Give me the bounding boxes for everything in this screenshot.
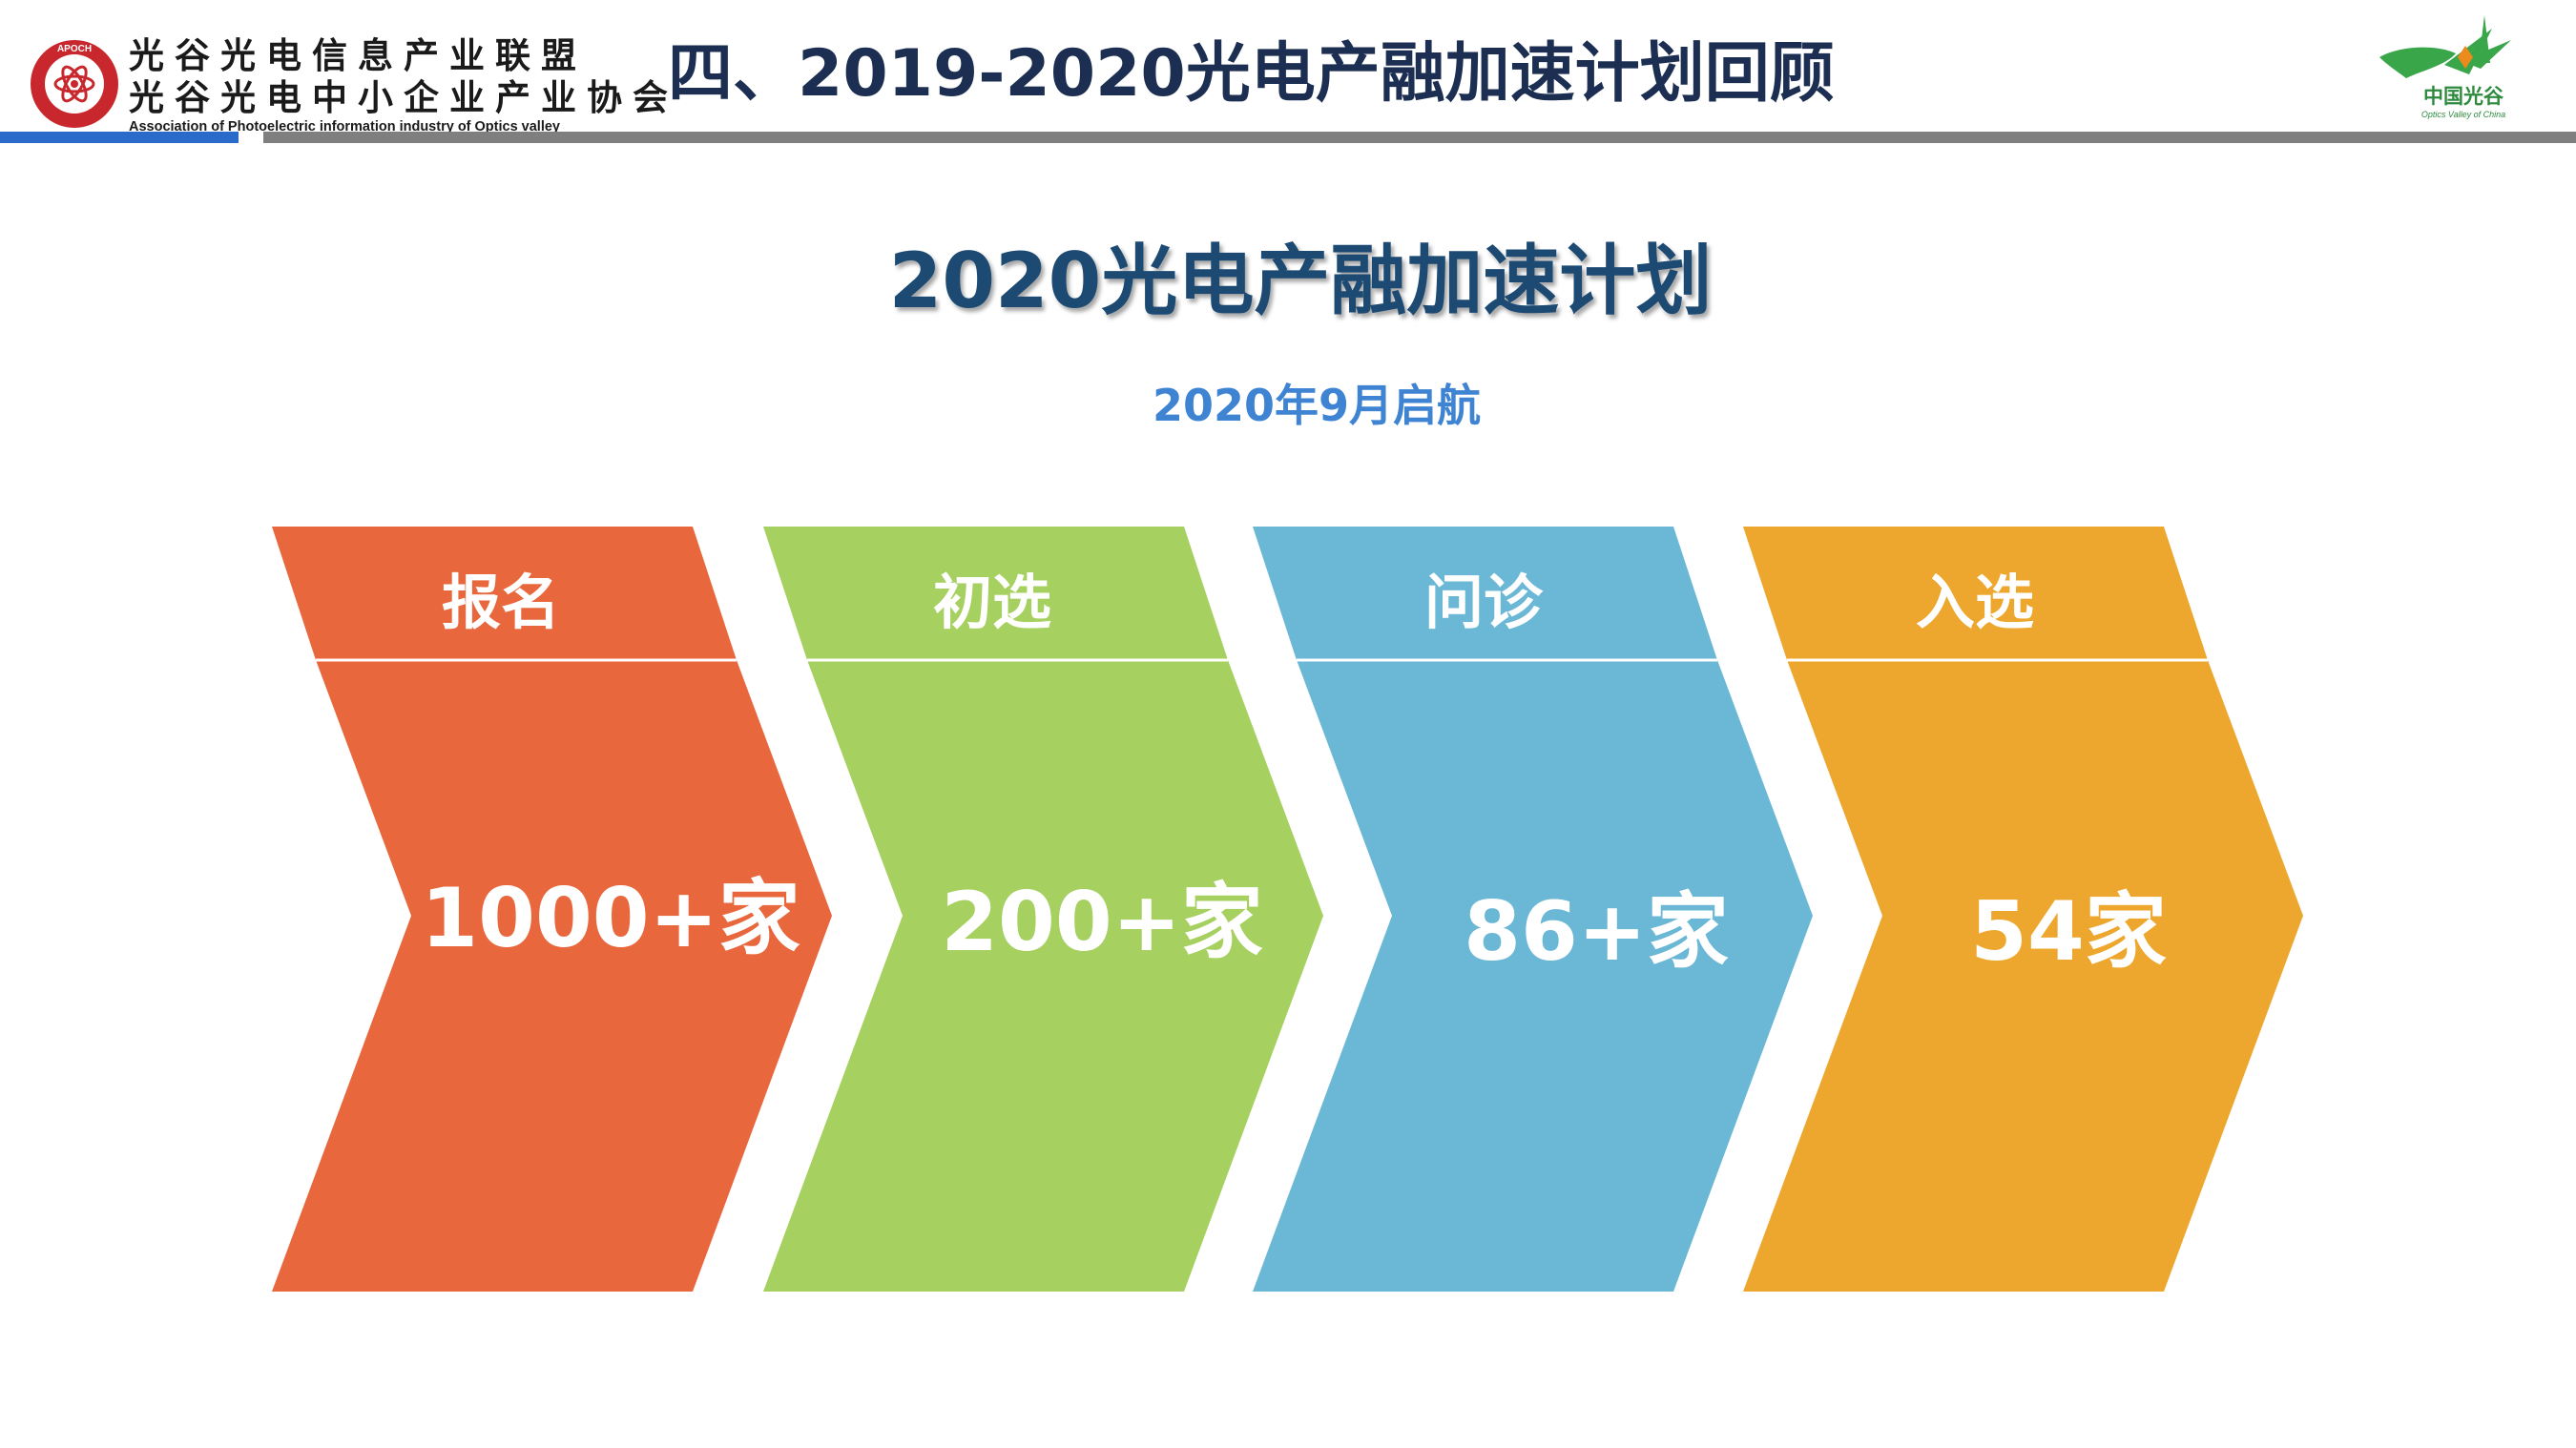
process-stage: 报名 1000+家 — [272, 527, 832, 1292]
stage-value: 54家 — [1970, 884, 2167, 980]
optics-valley-logo: 中国光谷 Optics Valley of China — [2379, 15, 2511, 119]
header-accent-bar-blue — [0, 132, 239, 143]
stage-value: 86+家 — [1464, 884, 1729, 980]
process-stage: 入选 54家 — [1743, 527, 2303, 1292]
org-name-block: 光谷光电信息产业联盟 光谷光电中小企业产业协会 Association of P… — [129, 34, 668, 134]
brand-logo-cn: 中国光谷 — [2423, 85, 2504, 108]
stage-label: 报名 — [442, 568, 560, 637]
main-title: 2020光电产融加速计划 — [888, 237, 1713, 325]
stage-value: 200+家 — [941, 875, 1263, 970]
header-accent-bar-gray — [263, 132, 2576, 143]
process-stage: 初选 200+家 — [763, 527, 1323, 1292]
stage-label: 问诊 — [1424, 568, 1544, 637]
stage-chevron — [1253, 527, 1813, 1292]
sub-title: 2020年9月启航 — [1152, 380, 1482, 431]
stage-label: 入选 — [1916, 568, 2034, 637]
org-name-english: Association of Photoelectric information… — [129, 119, 560, 134]
header: APOCH 光谷光电信息产业联盟 光谷光电中小企业产业协会 Associatio… — [0, 0, 2576, 143]
apoch-logo-text: APOCH — [57, 44, 92, 54]
stage-chevron — [272, 527, 832, 1292]
stage-chevron — [763, 527, 1323, 1292]
brand-logo-en: Optics Valley of China — [2421, 110, 2505, 119]
page-title: 四、2019-2020光电产融加速计划回顾 — [668, 36, 1835, 112]
stage-label: 初选 — [933, 568, 1051, 637]
stage-value: 1000+家 — [421, 871, 800, 966]
org-name-line1: 光谷光电信息产业联盟 — [129, 34, 587, 76]
stage-chevron — [1743, 527, 2303, 1292]
apoch-logo: APOCH — [31, 40, 118, 128]
process-stage: 问诊 86+家 — [1253, 527, 1813, 1292]
